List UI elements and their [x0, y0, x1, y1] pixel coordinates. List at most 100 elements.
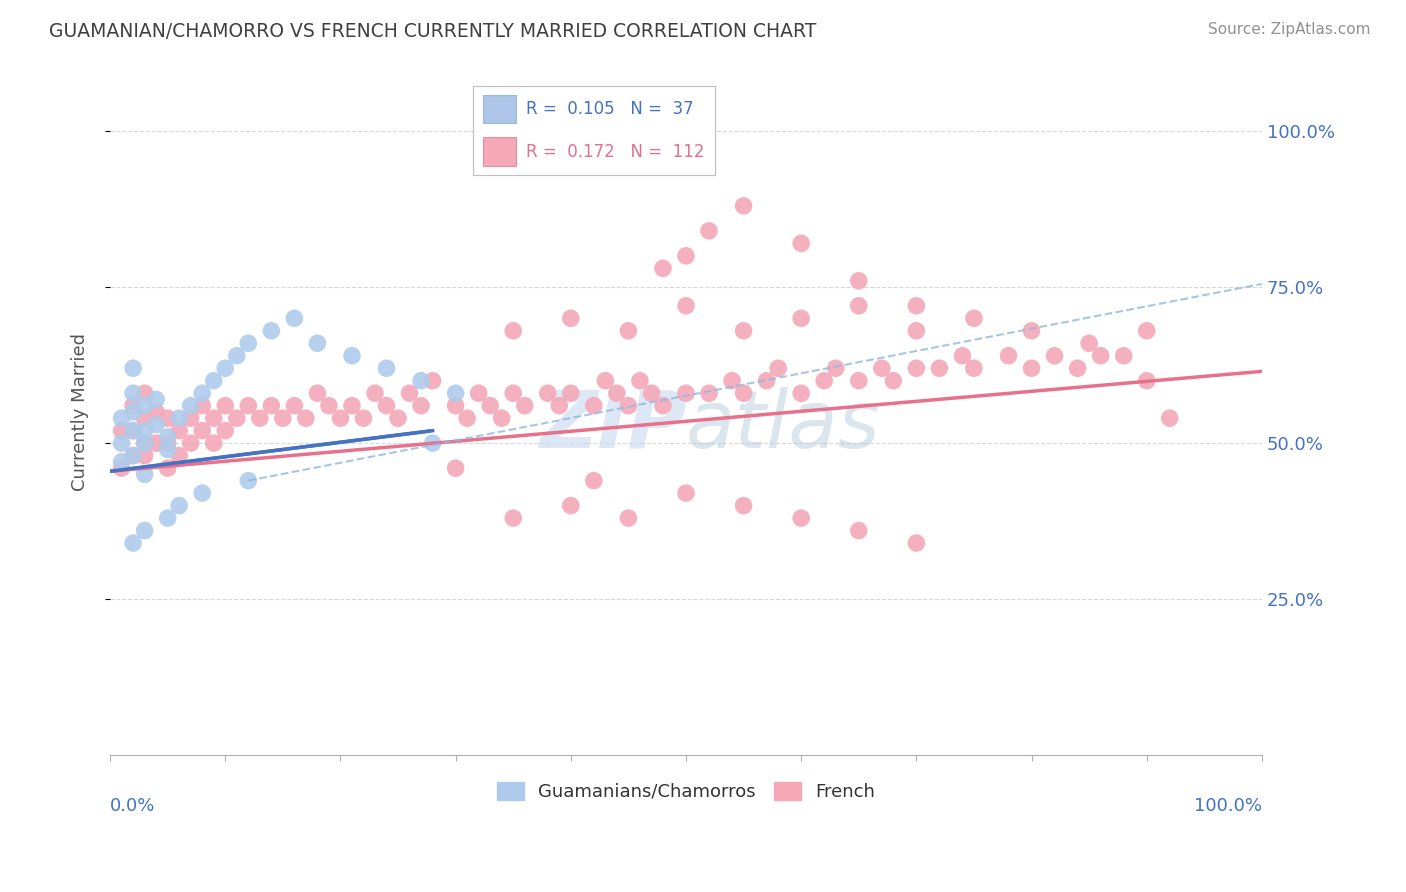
- Point: [1136, 374, 1159, 388]
- Point: [848, 274, 870, 288]
- Point: [1159, 411, 1181, 425]
- Point: [491, 411, 513, 425]
- Point: [560, 499, 582, 513]
- Point: [697, 224, 720, 238]
- Point: [870, 361, 893, 376]
- Point: [329, 411, 352, 425]
- Point: [848, 299, 870, 313]
- Point: [167, 411, 190, 425]
- Point: [1136, 324, 1159, 338]
- Text: atlas: atlas: [686, 386, 880, 465]
- Point: [110, 461, 132, 475]
- Point: [191, 399, 214, 413]
- Point: [214, 361, 236, 376]
- Point: [122, 424, 145, 438]
- Point: [375, 399, 398, 413]
- Point: [110, 424, 132, 438]
- Point: [422, 374, 444, 388]
- Point: [156, 411, 179, 425]
- Point: [537, 386, 560, 401]
- Point: [882, 374, 904, 388]
- Text: GUAMANIAN/CHAMORRO VS FRENCH CURRENTLY MARRIED CORRELATION CHART: GUAMANIAN/CHAMORRO VS FRENCH CURRENTLY M…: [49, 22, 817, 41]
- Point: [110, 411, 132, 425]
- Point: [134, 436, 156, 450]
- Point: [628, 374, 651, 388]
- Point: [1066, 361, 1088, 376]
- Point: [1090, 349, 1112, 363]
- Point: [295, 411, 318, 425]
- Point: [134, 386, 156, 401]
- Point: [675, 386, 697, 401]
- Point: [122, 536, 145, 550]
- Point: [307, 336, 329, 351]
- Point: [110, 436, 132, 450]
- Point: [156, 511, 179, 525]
- Point: [156, 430, 179, 444]
- Point: [271, 411, 294, 425]
- Point: [813, 374, 835, 388]
- Point: [214, 424, 236, 438]
- Point: [283, 399, 305, 413]
- Text: Source: ZipAtlas.com: Source: ZipAtlas.com: [1208, 22, 1371, 37]
- Point: [156, 461, 179, 475]
- Point: [1112, 349, 1135, 363]
- Point: [340, 399, 363, 413]
- Point: [905, 361, 928, 376]
- Point: [156, 442, 179, 457]
- Point: [444, 386, 467, 401]
- Point: [1078, 336, 1101, 351]
- Point: [134, 399, 156, 413]
- Point: [122, 424, 145, 438]
- Point: [122, 386, 145, 401]
- Point: [202, 374, 225, 388]
- Point: [260, 324, 283, 338]
- Point: [997, 349, 1019, 363]
- Text: 0.0%: 0.0%: [110, 797, 156, 814]
- Point: [191, 386, 214, 401]
- Point: [467, 386, 489, 401]
- Point: [582, 474, 605, 488]
- Text: ZIP: ZIP: [538, 386, 686, 465]
- Point: [1021, 361, 1043, 376]
- Point: [353, 411, 375, 425]
- Point: [617, 324, 640, 338]
- Point: [249, 411, 271, 425]
- Point: [307, 386, 329, 401]
- Point: [721, 374, 744, 388]
- Point: [134, 449, 156, 463]
- Point: [1043, 349, 1066, 363]
- Point: [595, 374, 617, 388]
- Point: [1021, 324, 1043, 338]
- Point: [238, 474, 260, 488]
- Point: [790, 311, 813, 326]
- Point: [156, 436, 179, 450]
- Point: [848, 374, 870, 388]
- Legend: Guamanians/Chamorros, French: Guamanians/Chamorros, French: [489, 774, 883, 808]
- Point: [444, 399, 467, 413]
- Point: [202, 411, 225, 425]
- Point: [675, 299, 697, 313]
- Point: [122, 449, 145, 463]
- Point: [375, 361, 398, 376]
- Point: [167, 449, 190, 463]
- Point: [848, 524, 870, 538]
- Point: [733, 324, 755, 338]
- Point: [456, 411, 478, 425]
- Point: [134, 411, 156, 425]
- Point: [766, 361, 789, 376]
- Point: [134, 436, 156, 450]
- Point: [340, 349, 363, 363]
- Point: [202, 436, 225, 450]
- Point: [502, 386, 524, 401]
- Point: [191, 424, 214, 438]
- Point: [905, 324, 928, 338]
- Point: [652, 261, 675, 276]
- Point: [238, 399, 260, 413]
- Point: [675, 249, 697, 263]
- Point: [733, 386, 755, 401]
- Point: [617, 511, 640, 525]
- Point: [110, 455, 132, 469]
- Point: [560, 386, 582, 401]
- Point: [790, 386, 813, 401]
- Point: [180, 436, 202, 450]
